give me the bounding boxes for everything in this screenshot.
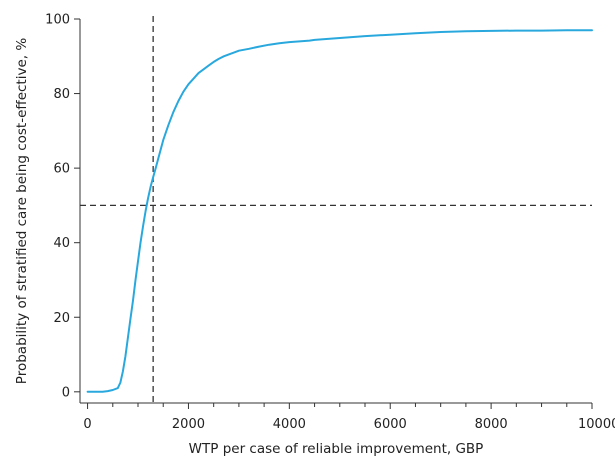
y-tick-label: 80 xyxy=(53,87,70,102)
x-tick-label: 6000 xyxy=(374,417,407,432)
y-tick-label: 0 xyxy=(62,385,70,400)
y-tick-label: 100 xyxy=(45,13,70,28)
reference-lines xyxy=(80,16,592,403)
series-line xyxy=(86,29,593,393)
x-tick-label: 10000 xyxy=(578,417,615,432)
x-tick-label: 2000 xyxy=(172,417,205,432)
series-layer xyxy=(86,29,593,393)
y-tick-label: 60 xyxy=(53,162,70,177)
y-tick-label: 40 xyxy=(53,236,70,251)
y-tick-label: 20 xyxy=(53,311,70,326)
x-tick-label: 8000 xyxy=(475,417,508,432)
axes xyxy=(79,19,592,404)
x-axis-title: WTP per case of reliable improvement, GB… xyxy=(189,441,484,457)
y-axis-title: Probability of stratified care being cos… xyxy=(14,38,30,385)
x-tick-label: 4000 xyxy=(273,417,306,432)
x-tick-label: 0 xyxy=(83,417,91,432)
ticks: 0 20 40 60 80 100 0 2000 4000 6000 8000 10000 xyxy=(45,13,615,433)
